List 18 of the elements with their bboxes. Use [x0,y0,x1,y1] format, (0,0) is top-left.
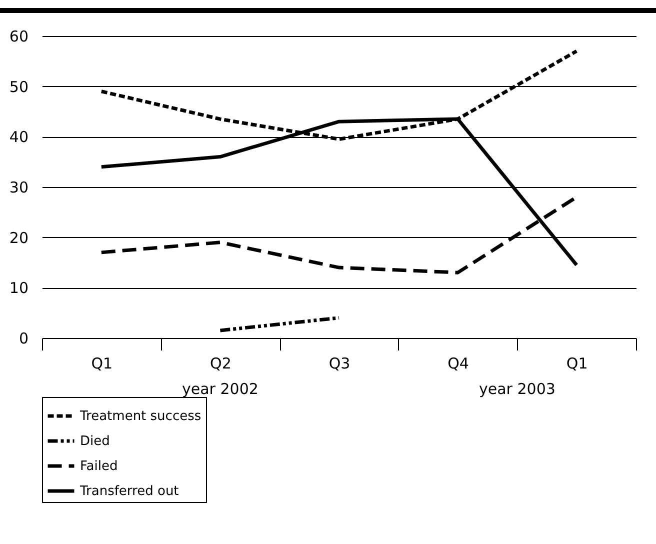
text: year 2002 [182,380,258,398]
x-tick-label: Q1 [566,354,588,372]
x-tick-label: Q4 [448,354,469,372]
legend-label: Transferred out [79,484,179,499]
y-tick-label: 20 [9,228,28,247]
y-tick-label: 60 [9,28,28,46]
y-tick-label: 10 [9,279,28,298]
text: year 2003 [478,380,556,398]
y-tick-label: 0 [18,330,28,348]
legend-label: Treatment success [79,409,202,424]
x-tick-label: Q1 [91,354,113,372]
y-tick-label: 30 [9,178,28,196]
x-tick-label: Q2 [210,354,232,372]
y-tick-label: 50 [9,78,28,96]
y-tick-label: 40 [9,128,28,146]
x-tick-label: Q3 [328,354,350,372]
legend-label: Died [80,434,110,449]
legend-label: Failed [80,459,118,474]
